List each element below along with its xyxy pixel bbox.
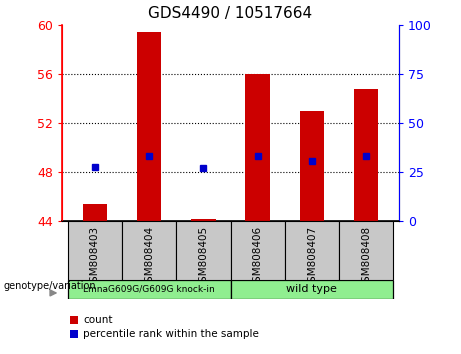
Text: GSM808404: GSM808404	[144, 226, 154, 289]
Bar	[245, 74, 270, 221]
Bar	[191, 219, 216, 221]
Legend: count, percentile rank within the sample: count, percentile rank within the sample	[67, 313, 261, 342]
Title: GDS4490 / 10517664: GDS4490 / 10517664	[148, 6, 313, 21]
Text: GSM808403: GSM808403	[90, 226, 100, 289]
Bar	[68, 221, 122, 280]
Text: genotype/variation: genotype/variation	[3, 281, 96, 291]
Text: GSM808405: GSM808405	[198, 226, 208, 289]
Text: GSM808406: GSM808406	[253, 226, 263, 289]
Text: LmnaG609G/G609G knock-in: LmnaG609G/G609G knock-in	[83, 285, 215, 294]
Bar	[122, 221, 176, 280]
Bar	[339, 221, 393, 280]
Bar	[137, 32, 161, 221]
Bar	[300, 111, 324, 221]
Bar	[354, 88, 378, 221]
Text: GSM808408: GSM808408	[361, 226, 371, 289]
Bar	[83, 204, 107, 221]
Bar	[230, 280, 393, 299]
Bar	[68, 280, 230, 299]
Bar	[230, 221, 285, 280]
Bar	[176, 221, 230, 280]
Text: GSM808407: GSM808407	[307, 226, 317, 289]
Text: wild type: wild type	[286, 284, 337, 295]
Bar	[285, 221, 339, 280]
